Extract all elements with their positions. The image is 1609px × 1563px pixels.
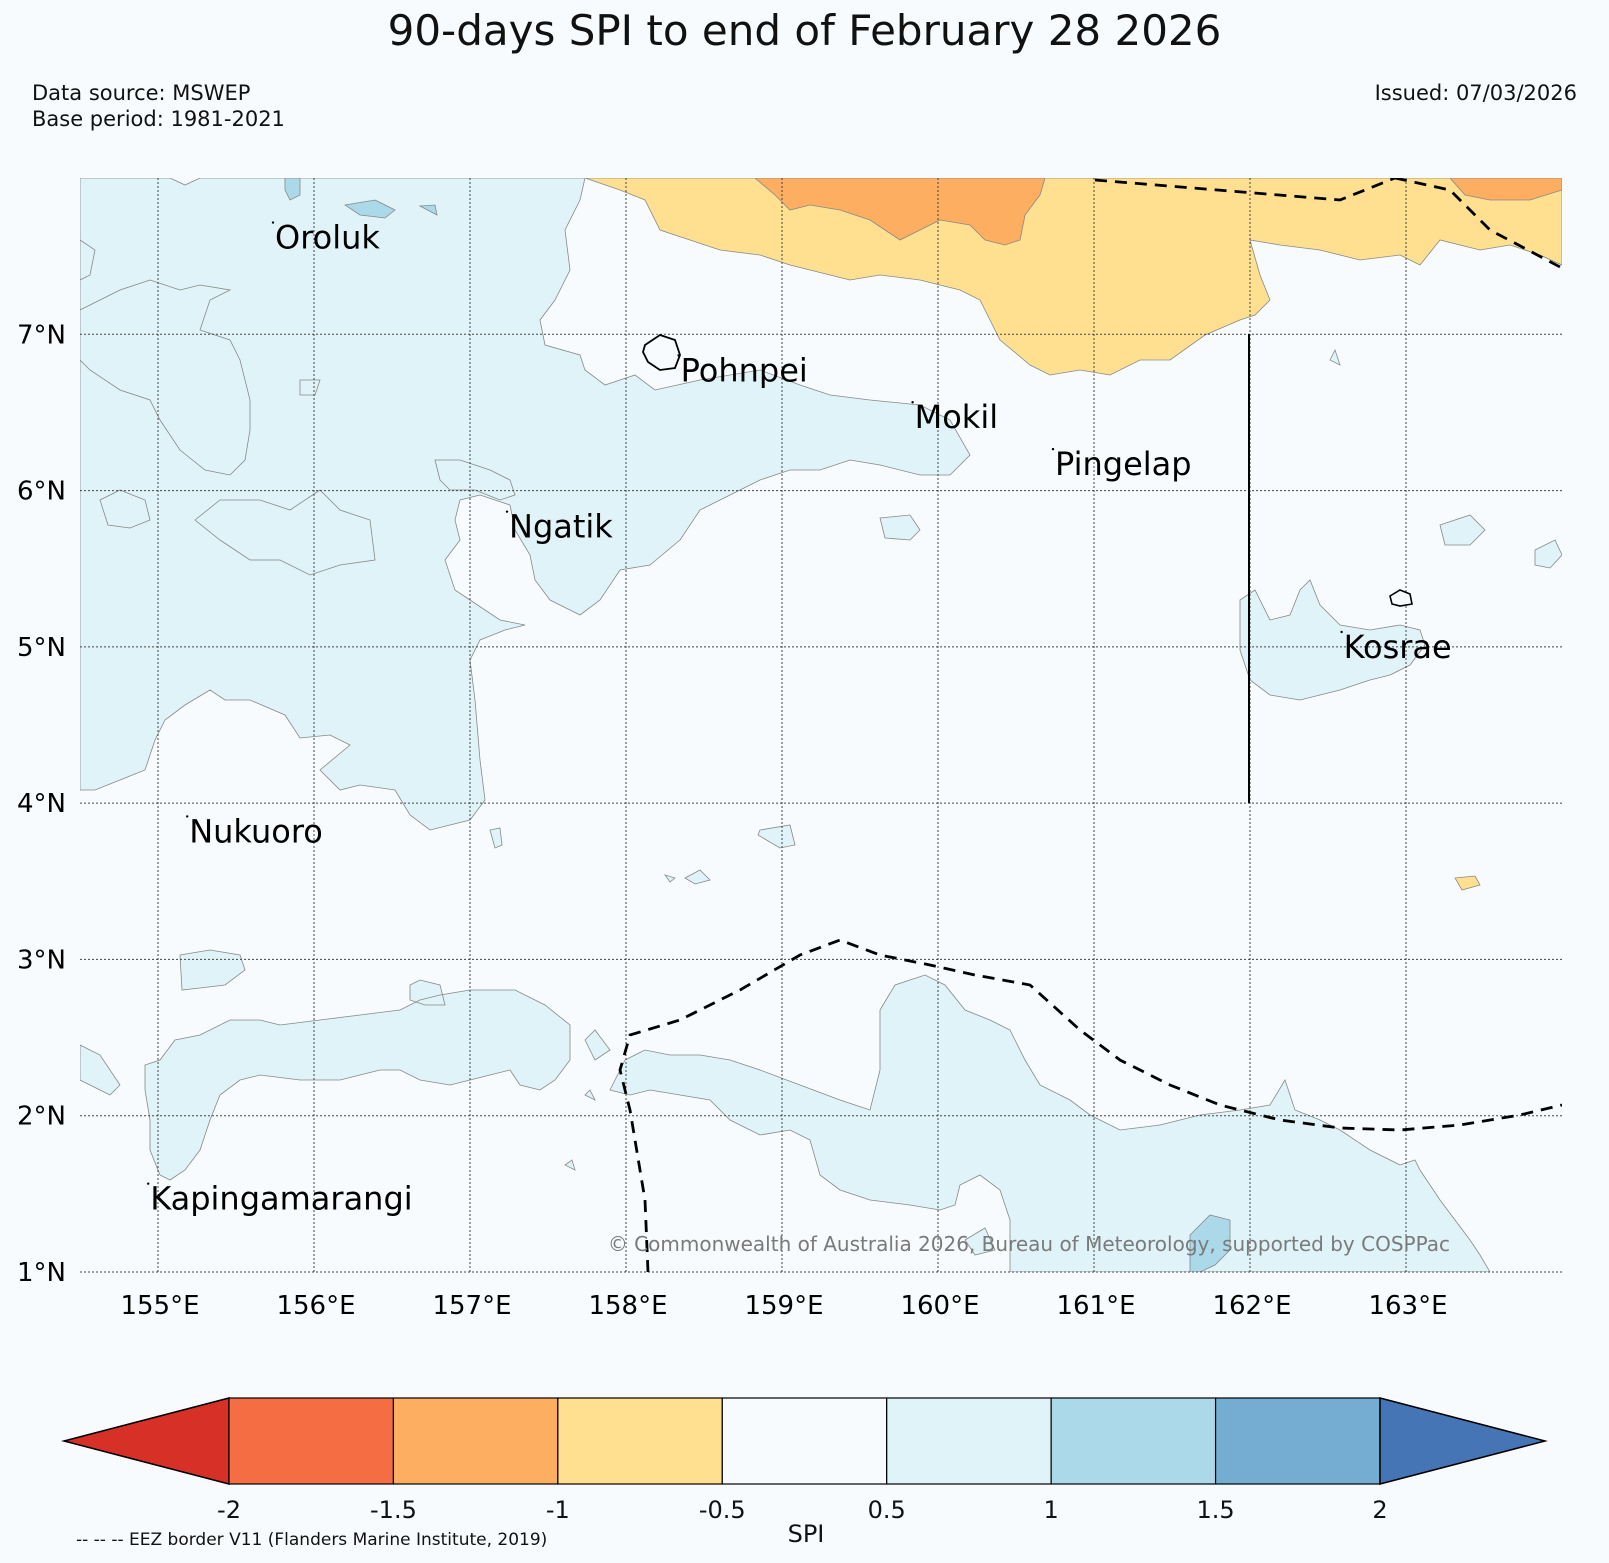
spi-patch-central-2 bbox=[757, 824, 796, 849]
island-marker bbox=[147, 1182, 150, 1185]
lon-tick-label: 159°E bbox=[744, 1291, 823, 1321]
colorbar-segment bbox=[557, 1397, 723, 1485]
pohnpei-island-outline bbox=[642, 334, 681, 371]
eez-border-north bbox=[1094, 178, 1562, 270]
spi-patch-central-5 bbox=[489, 827, 503, 849]
colorbar-segment bbox=[1050, 1397, 1217, 1485]
spi-patch-east-1 bbox=[1439, 514, 1486, 546]
place-label: Kapingamarangi bbox=[150, 1180, 412, 1218]
island-marker bbox=[677, 354, 680, 357]
spi-region-northeast-drier bbox=[1449, 178, 1562, 201]
lon-tick-label: 156°E bbox=[276, 1291, 355, 1321]
data-source-label: Data source: MSWEP bbox=[32, 81, 251, 105]
colorbar-tick-label: -2 bbox=[217, 1496, 241, 1524]
island-marker bbox=[271, 221, 275, 224]
lon-tick-label: 162°E bbox=[1212, 1291, 1291, 1321]
lon-tick-label: 160°E bbox=[900, 1291, 979, 1321]
lat-tick-label: 5°N bbox=[17, 633, 66, 663]
island-marker bbox=[911, 401, 914, 404]
lon-tick-label: 155°E bbox=[120, 1291, 199, 1321]
issued-label: Issued: 07/03/2026 bbox=[1374, 81, 1577, 105]
colorbar-segment bbox=[886, 1397, 1052, 1485]
colorbar-segment bbox=[1214, 1397, 1381, 1485]
spi-patch-north-1 bbox=[284, 178, 301, 201]
colorbar-tick-label: -1 bbox=[545, 1496, 570, 1524]
lat-tick-label: 4°N bbox=[17, 789, 66, 819]
spi-patch-central-1 bbox=[879, 514, 921, 541]
place-label: Ngatik bbox=[509, 508, 613, 546]
spi-region-north-dry bbox=[584, 178, 1562, 376]
lat-tick-label: 1°N bbox=[17, 1258, 66, 1288]
colorbar-tick-label: 1.5 bbox=[1196, 1496, 1235, 1524]
colorbar-extend-high bbox=[1379, 1397, 1548, 1485]
place-label: Pohnpei bbox=[681, 351, 808, 389]
colorbar-segment bbox=[228, 1397, 395, 1485]
spi-region-west-edge bbox=[80, 239, 96, 281]
lon-tick-label: 157°E bbox=[432, 1291, 511, 1321]
spi-region-kosrae bbox=[1239, 579, 1426, 701]
lon-tick-label: 158°E bbox=[588, 1291, 667, 1321]
spi-patch-south-blue bbox=[1189, 1214, 1231, 1272]
colorbar-title: SPI bbox=[787, 1520, 825, 1548]
lon-tick-label: 161°E bbox=[1056, 1291, 1135, 1321]
spi-patch-south-3 bbox=[564, 1159, 576, 1171]
spi-patch-central-3 bbox=[663, 874, 676, 883]
island-marker bbox=[186, 815, 189, 818]
colorbar-tick-label: -0.5 bbox=[698, 1496, 746, 1524]
base-period-label: Base period: 1981-2021 bbox=[32, 107, 285, 131]
lat-tick-label: 2°N bbox=[17, 1102, 66, 1132]
spi-region-south-west bbox=[80, 949, 611, 1181]
copyright-notice: © Commonwealth of Australia 2026, Bureau… bbox=[608, 1232, 1450, 1256]
spi-patch-east-3 bbox=[1329, 348, 1341, 366]
spi-patch-south-2 bbox=[964, 1227, 996, 1256]
spi-patch-central-4 bbox=[684, 869, 711, 885]
spi-region-west bbox=[80, 178, 971, 831]
eez-border-south bbox=[618, 938, 1562, 1272]
place-label: Kosrae bbox=[1344, 628, 1452, 666]
colorbar-tick-label: 1 bbox=[1043, 1496, 1059, 1524]
kosrae-island-outline bbox=[1389, 589, 1413, 607]
colorbar-segment bbox=[392, 1397, 559, 1485]
lat-tick-label: 7°N bbox=[17, 320, 66, 350]
island-marker bbox=[1340, 630, 1343, 634]
axis-labels: 155°E 156°E 157°E 158°E 159°E 160°E 161°E 162°E… bbox=[17, 320, 1448, 1321]
colorbar-segment bbox=[721, 1397, 888, 1485]
lat-tick-label: 6°N bbox=[17, 477, 66, 507]
spi-region-north-drier bbox=[754, 178, 1046, 246]
island-marker bbox=[1051, 447, 1055, 451]
spi-patch-north-3 bbox=[418, 204, 438, 216]
data-info: Data source: MSWEP Base period: 1981-202… bbox=[32, 80, 285, 132]
map-title: 90-days SPI to end of February 28 2026 bbox=[387, 6, 1222, 55]
eez-borders bbox=[618, 178, 1562, 1272]
island-marker bbox=[505, 510, 509, 513]
spi-patch-east-dry bbox=[1454, 875, 1481, 891]
colorbar-tick-label: -1.5 bbox=[370, 1496, 417, 1524]
lat-tick-label: 3°N bbox=[17, 945, 66, 975]
place-label: Oroluk bbox=[275, 219, 380, 257]
spi-patch-east-2 bbox=[1534, 539, 1562, 569]
colorbar-tick-label: 0.5 bbox=[867, 1496, 906, 1524]
map-gridlines bbox=[80, 178, 1562, 1273]
colorbar-extend-low bbox=[61, 1397, 230, 1485]
eez-legend-note: -- -- -- EEZ border V11 (Flanders Marine… bbox=[76, 1530, 548, 1550]
spi-patch-north-2 bbox=[343, 199, 396, 219]
place-labels: Oroluk Pohnpei Mokil Pingelap Ngatik Kosrae Nu… bbox=[147, 219, 1452, 1218]
spi-anomaly-regions bbox=[80, 178, 1562, 1272]
place-label: Mokil bbox=[915, 398, 999, 436]
colorbar-tick-label: 2 bbox=[1372, 1496, 1388, 1524]
lon-tick-label: 163°E bbox=[1368, 1291, 1447, 1321]
place-label: Nukuoro bbox=[189, 812, 323, 850]
spi-region-south-central bbox=[609, 974, 1491, 1272]
spi-colorbar bbox=[61, 1397, 1548, 1485]
place-label: Pingelap bbox=[1055, 445, 1192, 483]
